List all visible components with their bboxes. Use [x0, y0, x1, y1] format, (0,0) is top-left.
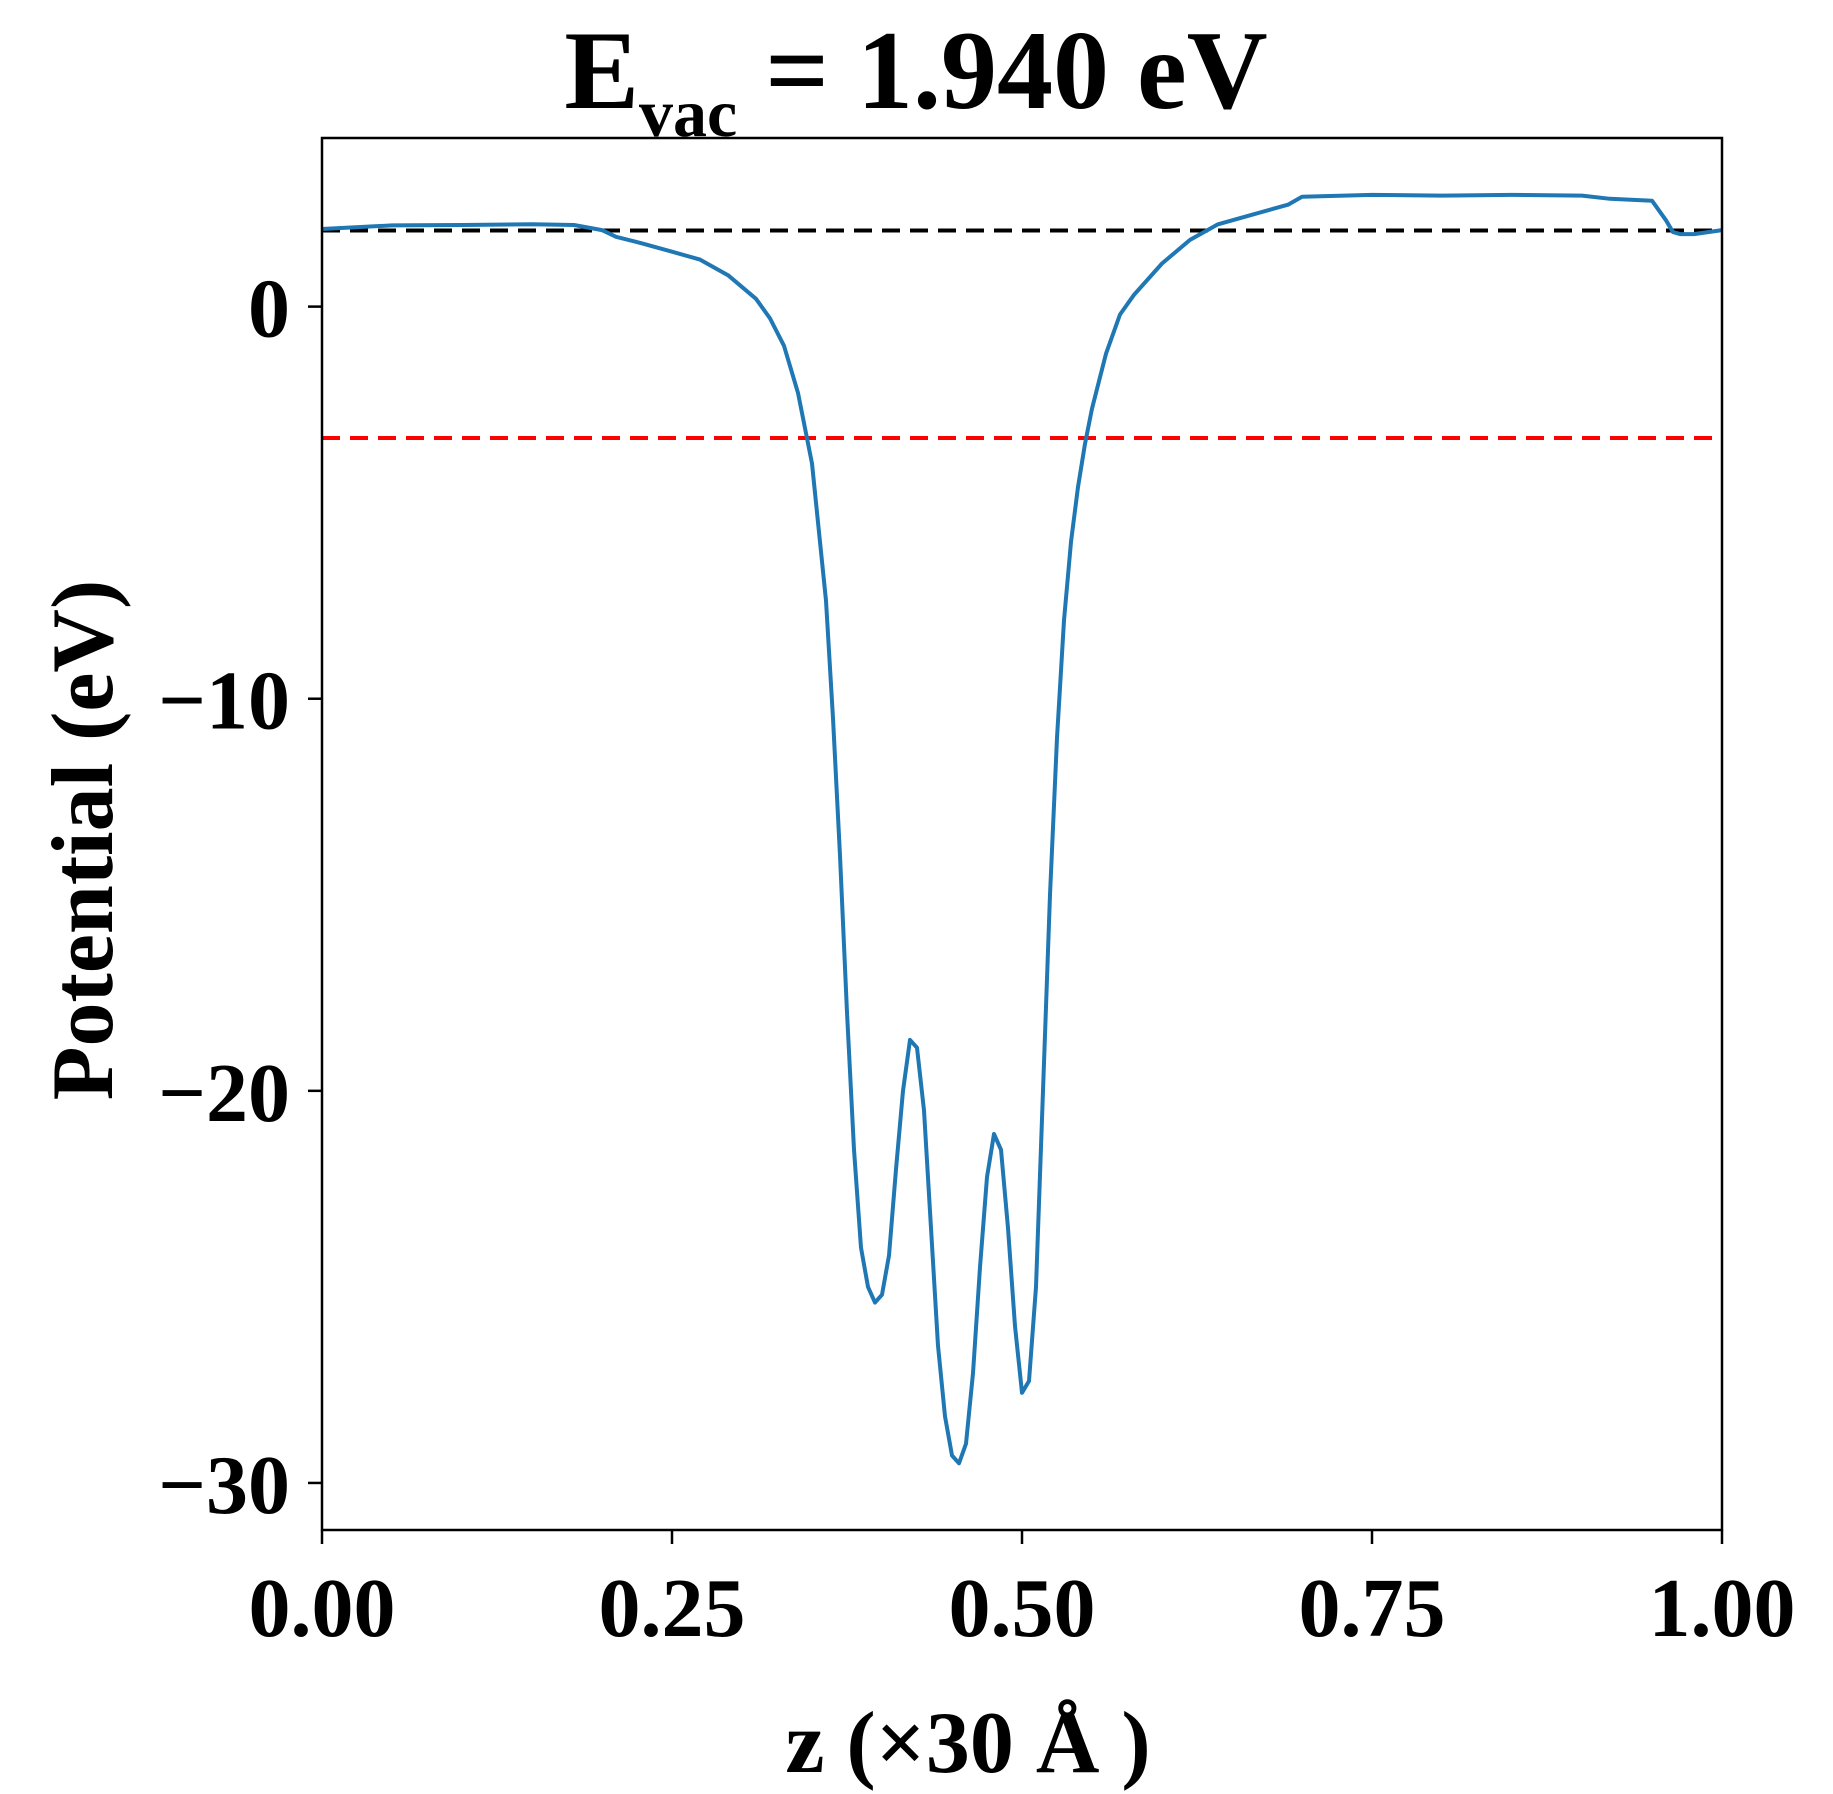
axes-frame	[320, 136, 1724, 1532]
y-tick-label-0: 0	[248, 263, 290, 356]
x-tick-label-3: 0.75	[1299, 1562, 1446, 1655]
plot-area: 0.00 0.25 0.50 0.75 1.00 0 −10 −20 −30	[158, 136, 1796, 1655]
x-axis-label: z (×30 Å )	[785, 1695, 1150, 1792]
x-tick-label-1: 0.25	[599, 1562, 746, 1655]
chart-title-subscript: vac	[639, 75, 737, 151]
y-axis-label: Potential (eV)	[35, 580, 132, 1100]
chart-title-main: E	[564, 9, 639, 133]
y-tick-label-1: −10	[158, 655, 290, 748]
chart-title: Evac = 1.940 eV	[564, 9, 1267, 151]
y-tick-label-3: −30	[158, 1439, 290, 1532]
chart-title-rest: = 1.940 eV	[737, 9, 1267, 133]
x-tick-label-2: 0.50	[949, 1562, 1096, 1655]
y-tick-label-2: −20	[158, 1047, 290, 1140]
x-tick-label-0: 0.00	[249, 1562, 396, 1655]
x-tick-label-4: 1.00	[1649, 1562, 1796, 1655]
series-line-0	[321, 192, 1723, 1466]
